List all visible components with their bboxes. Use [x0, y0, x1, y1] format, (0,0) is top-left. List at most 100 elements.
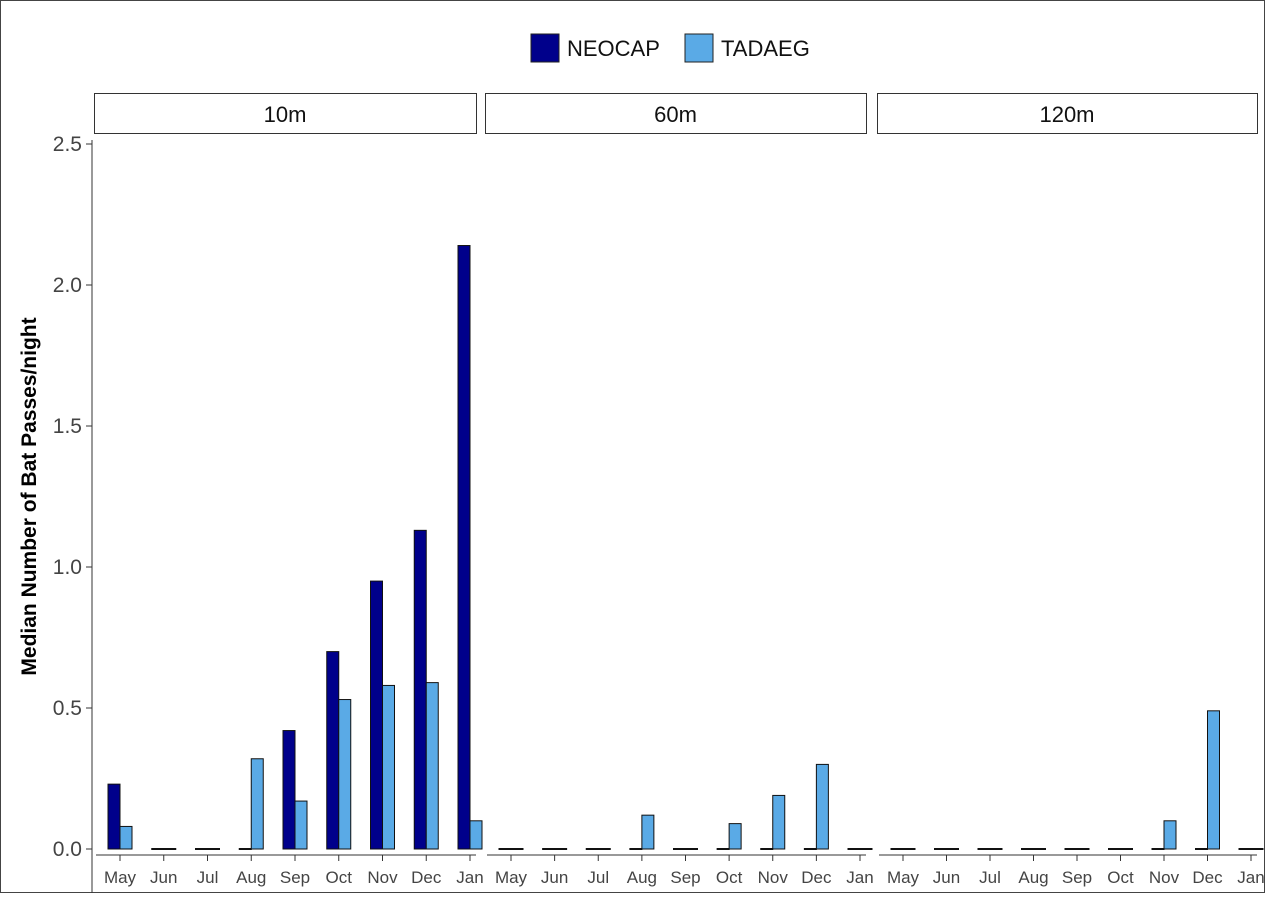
bar-60m-neocap-jul [585, 848, 599, 850]
bar-10m-tadaeg-sep [294, 800, 308, 850]
bar-60m-tadaeg-nov [772, 794, 786, 850]
facet-label-60m: 60m [654, 102, 697, 127]
bar-120m-tadaeg-oct [1120, 848, 1133, 850]
facet-strip-60m [485, 93, 867, 134]
bar-120m-neocap-dec [1195, 848, 1208, 850]
bar-10m-neocap-aug [238, 848, 252, 850]
x-tick-label-10m-nov: Nov [367, 868, 398, 887]
bar-60m-tadaeg-aug [641, 814, 655, 850]
x-tick-label-10m-aug: Aug [236, 868, 266, 887]
bar-60m-neocap-jan [847, 848, 861, 850]
bar-60m-neocap-sep [673, 848, 686, 850]
legend-swatch-neocap [530, 33, 560, 63]
x-tick-label-120m-may: May [887, 868, 920, 887]
bar-10m-neocap-sep [282, 730, 296, 850]
x-tick-label-10m-jul: Jul [197, 868, 219, 887]
x-tick-label-120m-aug: Aug [1018, 868, 1048, 887]
bar-120m-tadaeg-jun [946, 848, 959, 850]
x-tick-label-60m-aug: Aug [627, 868, 657, 887]
bar-10m-neocap-jan [457, 245, 471, 850]
bar-10m-neocap-nov [370, 580, 383, 850]
bar-120m-tadaeg-sep [1076, 848, 1090, 850]
x-tick-label-10m-jan: Jan [456, 868, 483, 887]
bar-60m-tadaeg-jul [597, 848, 611, 850]
facet-strip-120m [877, 93, 1258, 134]
bar-120m-neocap-aug [1021, 848, 1034, 850]
bar-120m-tadaeg-jul [989, 848, 1003, 850]
bar-120m-neocap-jan [1238, 848, 1252, 850]
bar-120m-neocap-oct [1108, 848, 1121, 850]
bar-120m-tadaeg-may [902, 848, 916, 850]
bar-120m-neocap-jun [934, 848, 947, 850]
bar-60m-neocap-jun [542, 848, 556, 850]
bar-10m-neocap-oct [326, 651, 340, 850]
x-tick-label-60m-nov: Nov [758, 868, 789, 887]
bar-60m-neocap-may [498, 848, 512, 850]
x-tick-label-60m-dec: Dec [801, 868, 832, 887]
bar-60m-tadaeg-may [510, 848, 524, 850]
x-tick-label-120m-sep: Sep [1062, 868, 1092, 887]
bar-10m-tadaeg-jun [163, 848, 177, 850]
bar-60m-tadaeg-jun [554, 848, 568, 850]
legend-label-neocap: NEOCAP [567, 36, 660, 61]
x-tick-label-120m-jun: Jun [933, 868, 960, 887]
facet-strip-10m [94, 93, 477, 134]
x-tick-label-60m-oct: Oct [716, 868, 743, 887]
x-tick-label-10m-dec: Dec [411, 868, 442, 887]
x-tick-label-60m-may: May [495, 868, 528, 887]
y-tick-label-2: 1.0 [53, 556, 82, 579]
y-axis-label: Median Number of Bat Passes/night [18, 317, 41, 675]
bar-10m-tadaeg-aug [250, 758, 264, 850]
bar-60m-tadaeg-dec [815, 763, 829, 850]
x-tick-label-120m-jan: Jan [1237, 868, 1264, 887]
bar-10m-tadaeg-jan [469, 820, 483, 850]
bar-120m-neocap-jul [977, 848, 991, 850]
bar-10m-tadaeg-may [119, 825, 133, 850]
bar-120m-neocap-may [890, 848, 904, 850]
x-tick-label-10m-may: May [104, 868, 137, 887]
x-tick-label-60m-jan: Jan [846, 868, 873, 887]
x-tick-label-60m-jun: Jun [541, 868, 568, 887]
y-tick-label-5: 2.5 [53, 133, 82, 156]
facet-label-10m: 10m [264, 102, 307, 127]
x-tick-label-10m-oct: Oct [326, 868, 353, 887]
bar-120m-neocap-nov [1151, 848, 1165, 850]
bar-60m-tadaeg-sep [685, 848, 698, 850]
bar-10m-tadaeg-oct [338, 699, 352, 850]
bar-10m-neocap-dec [413, 529, 427, 850]
x-tick-label-120m-oct: Oct [1107, 868, 1134, 887]
y-tick-label-0: 0.0 [53, 838, 82, 861]
bar-120m-tadaeg-nov [1163, 820, 1177, 850]
x-tick-label-60m-jul: Jul [587, 868, 609, 887]
bar-10m-tadaeg-nov [382, 684, 395, 850]
x-tick-label-120m-dec: Dec [1192, 868, 1223, 887]
legend-label-tadaeg: TADAEG [721, 36, 810, 61]
x-tick-label-120m-nov: Nov [1149, 868, 1180, 887]
x-tick-label-60m-sep: Sep [670, 868, 700, 887]
y-tick-label-4: 2.0 [53, 274, 82, 297]
bar-60m-tadaeg-jan [859, 848, 873, 850]
bar-10m-neocap-jul [195, 848, 208, 850]
bar-60m-neocap-dec [803, 848, 817, 850]
bar-120m-tadaeg-aug [1033, 848, 1046, 850]
bar-60m-tadaeg-oct [728, 823, 742, 850]
bar-60m-neocap-aug [629, 848, 643, 850]
facet-label-120m: 120m [1039, 102, 1094, 127]
bar-120m-tadaeg-dec [1207, 710, 1220, 850]
bar-120m-neocap-sep [1064, 848, 1078, 850]
x-tick-label-120m-jul: Jul [979, 868, 1001, 887]
x-tick-label-10m-sep: Sep [280, 868, 310, 887]
bar-10m-tadaeg-jul [207, 848, 220, 850]
x-tick-label-10m-jun: Jun [150, 868, 177, 887]
bar-10m-neocap-may [107, 783, 121, 850]
y-tick-label-1: 0.5 [53, 697, 82, 720]
bar-120m-tadaeg-jan [1250, 848, 1264, 850]
bar-60m-neocap-nov [760, 848, 774, 850]
bar-10m-tadaeg-dec [425, 682, 439, 850]
bar-60m-neocap-oct [716, 848, 730, 850]
legend-swatch-tadaeg [684, 33, 714, 63]
y-tick-label-3: 1.5 [53, 415, 82, 438]
